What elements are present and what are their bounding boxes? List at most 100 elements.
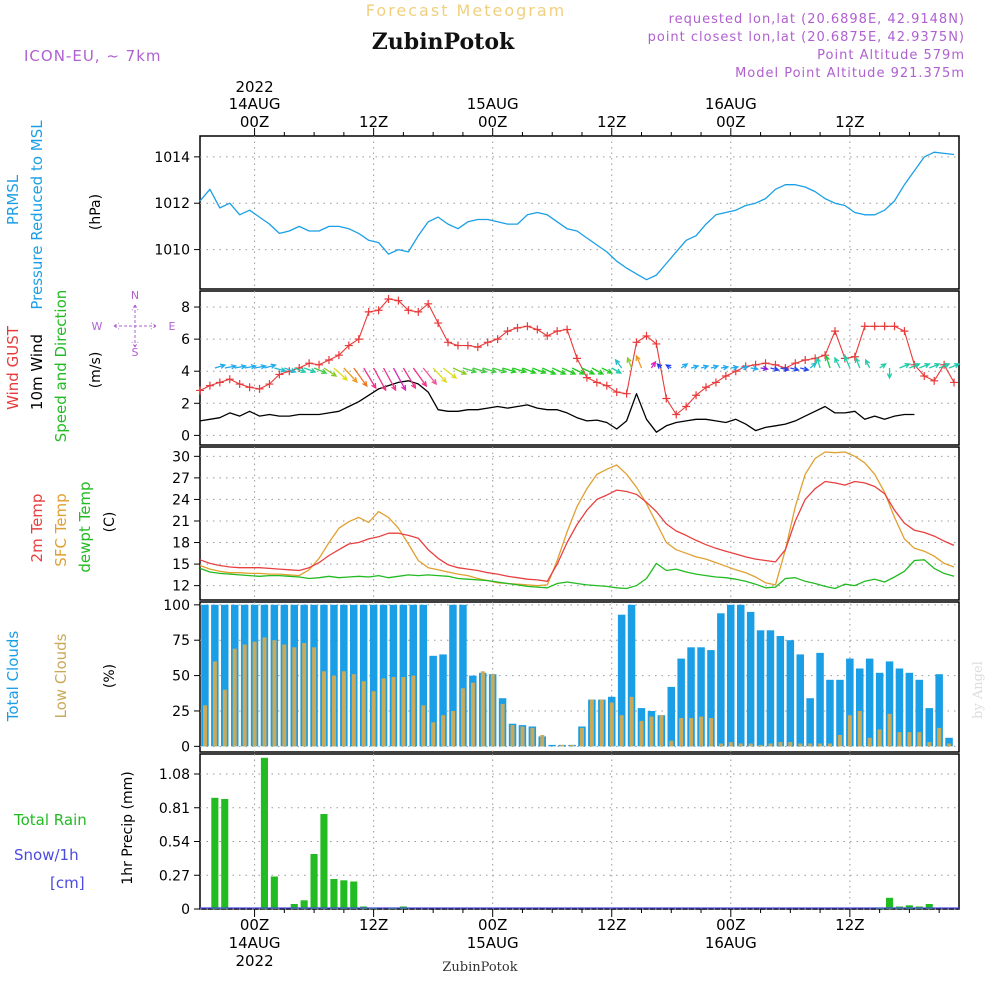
total-cloud-bar [786, 640, 795, 747]
wind-direction-arrow [382, 367, 397, 392]
forecast-title: Forecast Meteogram [366, 1, 566, 20]
clouds-ytick-label: 25 [172, 704, 190, 720]
total-cloud-bar [548, 744, 556, 747]
temperature-ytick-label: 15 [172, 557, 190, 573]
top-day-label: 15AUG [467, 95, 519, 113]
pressure-ytick-label: 1012 [154, 196, 190, 212]
gust-marker [821, 351, 830, 360]
low-cloud-bar [857, 711, 862, 747]
total-cloud-bar [429, 655, 437, 747]
gust-marker [493, 335, 502, 344]
precip-ytick-label: 0.54 [159, 835, 190, 851]
gust-marker [890, 322, 899, 331]
rain-bar [340, 880, 348, 910]
compass-w: W [92, 320, 103, 333]
bottom-day-label: 14AUG [229, 934, 281, 952]
model-label: ICON-EU, ~ 7km [24, 47, 162, 65]
point-altitude: Point Altitude 579m [817, 48, 965, 63]
gust-marker [652, 339, 661, 348]
low-cloud-bar [748, 743, 753, 747]
wind-gust-label: Wind GUST [4, 325, 22, 410]
total-cloud-bar [846, 658, 854, 747]
wind-direction-arrow [800, 366, 810, 372]
total-cloud-bar [399, 604, 408, 747]
total-cloud-bar [221, 604, 229, 747]
wind-direction-arrow [373, 367, 387, 392]
low-cloud-bar [609, 702, 614, 747]
low-cloud-bar [877, 729, 882, 747]
total-cloud-bar [915, 679, 923, 747]
temperature-ytick-label: 30 [172, 449, 190, 465]
closest-coords: point closest lon,lat (20.6875E, 42.9375… [648, 30, 965, 45]
low-cloud-bar [937, 727, 942, 747]
pressure-msl-label: Pressure Reduced to MSL [28, 120, 46, 310]
temp-unit-label: (C) [102, 512, 118, 533]
gust-marker [205, 381, 214, 390]
low-clouds-label: Low Clouds [52, 633, 70, 718]
rain-bar [320, 814, 328, 909]
temperature-ytick-label: 18 [172, 536, 190, 552]
axes-layer: 1010101210140246812151821242730025507510… [154, 128, 960, 918]
low-cloud-bar [292, 647, 297, 747]
gust-marker [533, 325, 542, 334]
wind-direction-arrow [780, 366, 790, 372]
low-cloud-bar [917, 732, 922, 747]
wind-direction-arrow [254, 364, 268, 370]
rain-bar [211, 797, 219, 910]
gust-marker [503, 327, 512, 336]
low-cloud-bar [282, 644, 287, 747]
wind-direction-arrow [422, 367, 438, 386]
top-hour-label: 00Z [240, 113, 269, 131]
bottom-hour-label: 00Z [240, 916, 269, 934]
wind-direction-arrow [244, 364, 258, 370]
location-title: ZubinPotok [372, 29, 515, 55]
rain-bar [886, 897, 894, 910]
wind-direction-arrow [635, 354, 643, 369]
low-cloud-bar [252, 641, 257, 747]
clouds-ytick-label: 75 [172, 633, 190, 649]
bottom-hour-label: 12Z [597, 916, 626, 934]
total-cloud-bar [885, 661, 894, 747]
total-cloud-bar [439, 654, 447, 747]
gust-marker [324, 355, 333, 364]
total-cloud-bar [677, 658, 685, 747]
wind-direction-arrow [532, 367, 547, 375]
wind-direction-arrow [750, 365, 760, 372]
pressure-unit-label: (hPa) [88, 194, 104, 230]
wind-direction-arrow [720, 364, 730, 371]
gust-marker [563, 325, 572, 334]
wind-direction-arrow [626, 356, 633, 369]
gust-marker [830, 327, 839, 336]
low-cloud-bar [242, 644, 247, 747]
wind-direction-arrow [928, 363, 941, 369]
low-cloud-bar [847, 715, 852, 747]
wind-direction-arrow [664, 364, 672, 370]
low-cloud-bar [500, 703, 505, 747]
gust-marker [850, 352, 859, 361]
precip-ytick-label: 1.08 [159, 767, 190, 783]
low-cloud-bar [212, 661, 217, 747]
low-cloud-bar [570, 744, 575, 747]
low-cloud-bar [401, 677, 406, 747]
low-cloud-bar [421, 705, 426, 747]
gust-marker [463, 341, 472, 350]
rain-bar [925, 904, 933, 909]
low-cloud-bar [907, 732, 912, 747]
low-cloud-bar [689, 718, 694, 747]
temperature-frame [199, 446, 960, 601]
top-hour-label: 12Z [835, 113, 864, 131]
low-cloud-bar [232, 648, 237, 747]
gust-marker [592, 378, 601, 387]
low-cloud-bar [808, 743, 813, 747]
pressure-ytick-label: 1014 [154, 150, 190, 166]
total-cloud-bar [826, 679, 834, 747]
gust-marker [602, 381, 611, 390]
total-cloud-bar [746, 611, 755, 747]
gust-marker [305, 359, 314, 368]
wind-direction-arrow [294, 367, 307, 374]
gust-marker [523, 322, 532, 331]
temp-2m-line [199, 480, 955, 582]
low-cloud-bar [649, 716, 654, 747]
top-year-label: 2022 [235, 78, 273, 96]
bottom-hour-label: 00Z [716, 916, 745, 934]
